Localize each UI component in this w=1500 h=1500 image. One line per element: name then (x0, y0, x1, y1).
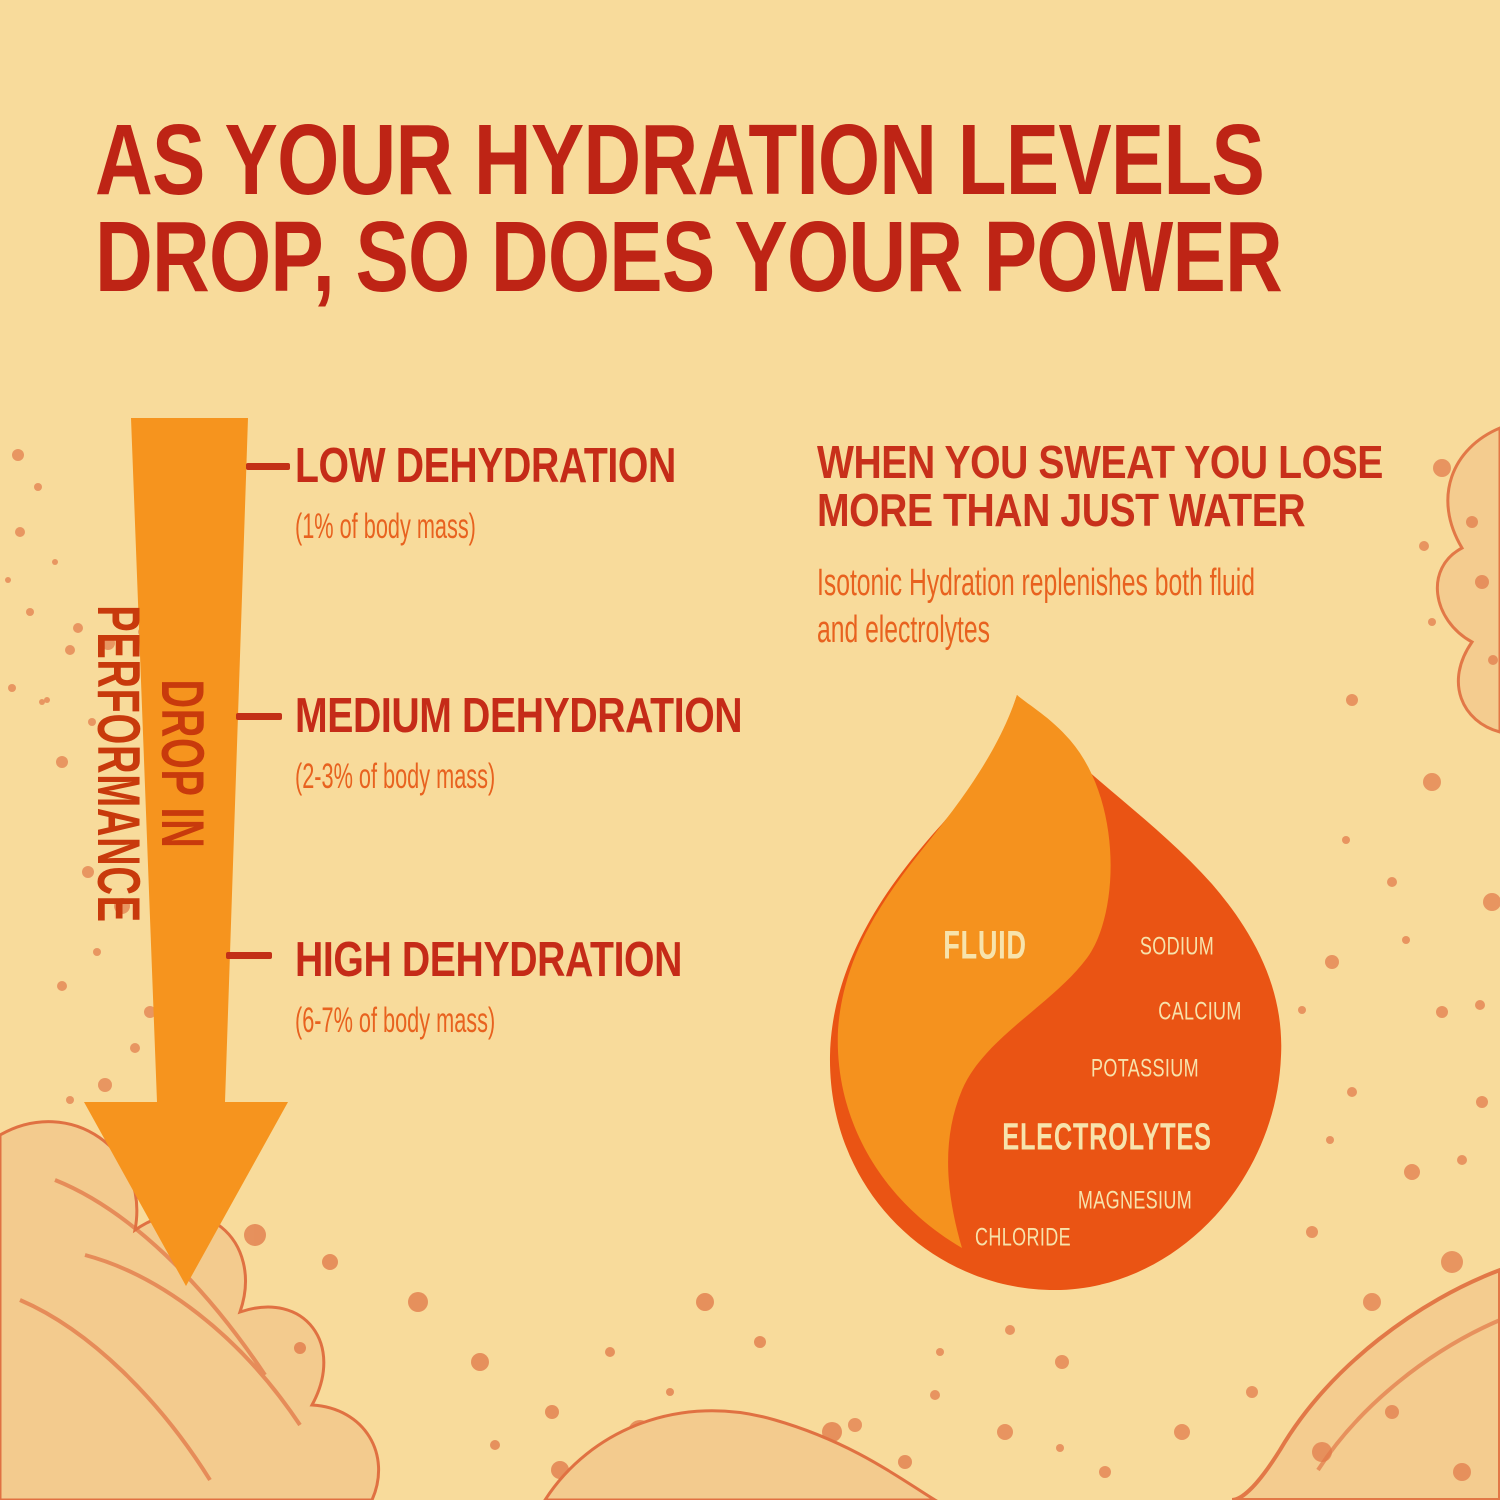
level-high: HIGH DEHYDRATION (6-7% of body mass) (295, 932, 779, 1041)
level-medium-label: MEDIUM DEHYDRATION (295, 689, 743, 743)
level-high-detail: (6-7% of body mass) (295, 1001, 496, 1040)
sweat-section: WHEN YOU SWEAT YOU LOSE MORE THAN JUST W… (817, 438, 1491, 654)
page-title: AS YOUR HYDRATION LEVELS DROP, SO DOES Y… (95, 104, 1500, 313)
page-title-line2: DROP, SO DOES YOUR POWER (95, 201, 1283, 313)
level-low: LOW DEHYDRATION (1% of body mass) (295, 438, 771, 547)
droplet-mineral-chloride: CHLORIDE (975, 1223, 1071, 1252)
level-medium-detail: (2-3% of body mass) (295, 757, 496, 796)
level-high-label: HIGH DEHYDRATION (295, 933, 683, 987)
droplet-mineral-magnesium: MAGNESIUM (1077, 1186, 1193, 1215)
level-low-detail: (1% of body mass) (295, 507, 476, 546)
tick-mark-low (246, 463, 290, 470)
tick-mark-high (226, 952, 272, 959)
level-low-label: LOW DEHYDRATION (295, 439, 676, 493)
page-title-line1: AS YOUR HYDRATION LEVELS (95, 104, 1265, 216)
droplet-fluid-label: FLUID (943, 923, 1027, 968)
down-arrow-shape (84, 418, 288, 1286)
sweat-heading: WHEN YOU SWEAT YOU LOSE MORE THAN JUST W… (817, 436, 1383, 536)
droplet-fluid-shape (837, 695, 1111, 1248)
splash-decoration-bottom-left (0, 1120, 938, 1500)
droplet-electrolytes-label: ELECTROLYTES (1002, 1116, 1212, 1159)
splash-decoration-right (848, 426, 1500, 1500)
droplet-mineral-calcium: CALCIUM (1158, 997, 1242, 1026)
tick-mark-medium (236, 713, 282, 720)
droplet-mineral-sodium: SODIUM (1139, 932, 1215, 961)
sweat-subheading: Isotonic Hydration replenishes both flui… (817, 562, 1255, 651)
performance-arrow-label: DROP IN PERFORMANCE (85, 605, 216, 923)
droplet-mineral-potassium: POTASSIUM (1091, 1054, 1199, 1083)
level-medium: MEDIUM DEHYDRATION (2-3% of body mass) (295, 688, 854, 797)
